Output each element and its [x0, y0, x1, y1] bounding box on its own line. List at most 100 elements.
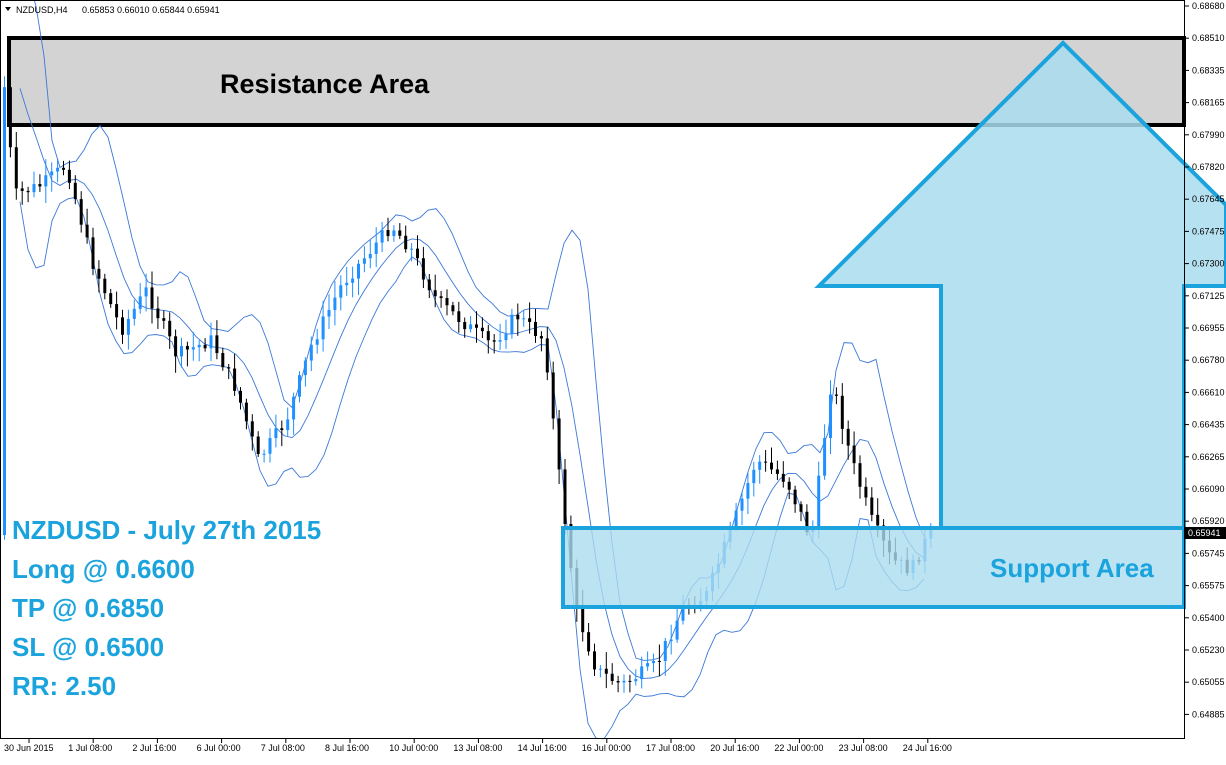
- candle-body: [126, 318, 130, 335]
- candle-body: [262, 453, 266, 455]
- candle-body: [492, 340, 496, 342]
- trade-info: NZDUSD - July 27th 2015 Long @ 0.6600 TP…: [12, 515, 321, 701]
- current-price-marker: 0.65941: [1185, 527, 1226, 539]
- x-tick-label: 24 Jul 16:00: [903, 743, 952, 753]
- candle-body: [799, 504, 803, 512]
- y-tick-label: 0.67475: [1192, 226, 1225, 236]
- resistance-zone: Resistance Area: [7, 36, 1186, 127]
- candle-body: [26, 190, 30, 193]
- candle-body: [416, 248, 419, 259]
- candle-body: [315, 339, 319, 345]
- candle-body: [534, 321, 537, 337]
- candle-body: [628, 680, 632, 682]
- candle-body: [463, 321, 467, 330]
- candle-body: [516, 314, 520, 320]
- candle-body: [274, 428, 278, 439]
- candle-body: [652, 660, 655, 664]
- candle-body: [268, 438, 272, 454]
- candle-body: [758, 461, 762, 470]
- candle-body: [215, 335, 219, 354]
- trade-stop-loss: SL @ 0.6500: [12, 632, 164, 662]
- candle-body: [250, 421, 254, 437]
- candle-body: [121, 317, 124, 335]
- x-tick-label: 6 Jul 00:00: [197, 743, 241, 753]
- candle-body: [174, 336, 178, 357]
- candle-body: [805, 511, 809, 533]
- candle-body: [793, 489, 797, 505]
- candle-body: [480, 327, 484, 332]
- candle-body: [162, 318, 166, 321]
- candle-body: [144, 287, 148, 297]
- candle-body: [657, 660, 661, 662]
- dropdown-triangle-icon[interactable]: [5, 7, 11, 11]
- x-tick-label: 16 Jul 00:00: [582, 743, 631, 753]
- upper-band: [33, 0, 925, 661]
- x-axis: 30 Jun 2015 1 Jul 08:00 2 Jul 16:00 6 Jul 0…: [4, 739, 952, 753]
- symbol-label: NZDUSD,H4: [16, 5, 68, 15]
- candle-body: [675, 620, 679, 640]
- candle-body: [97, 268, 101, 279]
- candle-body: [374, 242, 378, 254]
- candle-body: [256, 436, 260, 454]
- y-tick-label: 0.65575: [1192, 581, 1225, 591]
- y-tick-label: 0.68335: [1192, 65, 1225, 75]
- candle-body: [351, 278, 355, 283]
- y-tick-label: 0.68165: [1192, 98, 1225, 108]
- candle-body: [191, 347, 195, 350]
- candle-body: [616, 681, 620, 683]
- candle-body: [404, 235, 408, 250]
- candle-body: [817, 475, 821, 530]
- chart-header: NZDUSD,H4 0.65853 0.66010 0.65844 0.6594…: [5, 5, 220, 15]
- candle-body: [309, 344, 313, 361]
- candle-body: [221, 353, 225, 368]
- candle-body: [333, 297, 337, 310]
- x-tick-label: 10 Jul 00:00: [389, 743, 438, 753]
- candle-body: [20, 188, 24, 191]
- trade-risk-reward: RR: 2.50: [12, 671, 116, 701]
- candle-body: [180, 345, 183, 357]
- candle-body: [168, 320, 172, 337]
- candle-body: [475, 324, 478, 328]
- candle-body: [138, 296, 142, 309]
- x-tick-label: 17 Jul 08:00: [646, 743, 695, 753]
- candle-body: [380, 230, 384, 243]
- candle-body: [109, 293, 113, 305]
- candle-body: [486, 331, 490, 341]
- y-tick-label: 0.66955: [1192, 323, 1225, 333]
- candle-body: [858, 463, 862, 487]
- y-tick-label: 0.66090: [1192, 484, 1225, 494]
- candle-body: [669, 639, 673, 641]
- candle-body: [3, 87, 6, 536]
- candle-body: [410, 248, 414, 250]
- candle-body: [56, 167, 60, 172]
- candle-body: [115, 304, 119, 318]
- candle-body: [870, 497, 874, 515]
- candle-body: [752, 469, 756, 484]
- candle-body: [510, 314, 514, 334]
- x-tick-label: 8 Jul 16:00: [325, 743, 369, 753]
- candle-body: [539, 336, 543, 339]
- y-axis: 0.68680 0.68510 0.68335 0.68165 0.67990 0.678…: [1185, 1, 1225, 719]
- candle-body: [834, 394, 838, 396]
- candle-body: [345, 282, 349, 286]
- candle-body: [610, 673, 614, 682]
- candle-body: [634, 679, 638, 682]
- y-tick-label: 0.67125: [1192, 291, 1225, 301]
- candle-body: [398, 230, 402, 236]
- candle-body: [876, 514, 880, 526]
- candle-body: [563, 469, 567, 524]
- candle-body: [593, 651, 596, 670]
- support-zone: Support Area: [561, 526, 1186, 609]
- x-tick-label: 22 Jul 00:00: [774, 743, 823, 753]
- candle-body: [421, 258, 425, 280]
- candle-body: [734, 510, 738, 527]
- candle-body: [746, 483, 750, 499]
- y-tick-label: 0.66780: [1192, 355, 1225, 365]
- candle-body: [227, 367, 231, 369]
- x-tick-label: 30 Jun 2015: [4, 743, 54, 753]
- current-price-label: 0.65941: [1188, 528, 1221, 538]
- candle-body: [132, 308, 136, 319]
- candle-body: [203, 344, 207, 349]
- candle-body: [286, 419, 290, 431]
